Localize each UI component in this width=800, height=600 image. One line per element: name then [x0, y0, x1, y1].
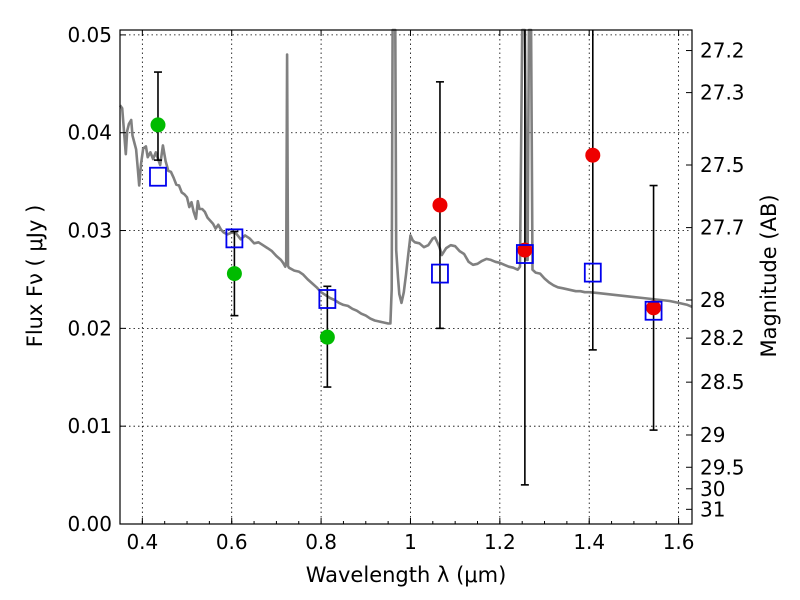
data-point	[517, 242, 533, 258]
data-point	[585, 147, 601, 163]
right-tick-label: 27.3	[700, 81, 745, 105]
sed-model-line	[118, 28, 693, 325]
data-point	[432, 197, 448, 213]
right-tick-label: 28	[700, 288, 725, 312]
y-tick-label: 0.00	[67, 512, 112, 536]
right-tick-label: 29.5	[700, 455, 745, 479]
data-point	[226, 266, 242, 282]
model-photometry-square	[431, 263, 449, 284]
data-point	[150, 117, 166, 133]
model-photometry-square	[149, 166, 167, 187]
x-tick-label: 1	[404, 530, 417, 554]
x-tick-labels: 0.4 0.6 0.8 1 1.2 1.4 1.6	[126, 530, 694, 554]
model-photometry-square	[583, 262, 602, 283]
y-tick-label: 0.04	[67, 121, 112, 145]
y-tick-label: 0.05	[67, 23, 112, 47]
data-markers	[149, 117, 663, 345]
data-point	[319, 329, 335, 345]
y-tick-label: 0.03	[67, 219, 112, 243]
model-photometry-square	[225, 228, 244, 249]
right-tick-label: 27.2	[700, 39, 745, 63]
right-tick-label: 30	[700, 477, 725, 501]
sed-model-line-group	[118, 28, 693, 325]
data-point	[646, 300, 662, 316]
x-tick-label: 0.4	[126, 530, 158, 554]
y-tick-label: 0.02	[67, 316, 112, 340]
y-tick-labels: 0.00 0.01 0.02 0.03 0.04 0.05	[67, 23, 112, 536]
x-axis-label: Wavelength λ (μm)	[306, 563, 507, 587]
axis-ticks	[120, 30, 692, 525]
right-tick-label: 27.7	[700, 216, 745, 240]
x-tick-label: 1.2	[484, 530, 516, 554]
model-photometry-square	[318, 289, 337, 309]
right-tick-label: 28.5	[700, 370, 745, 394]
x-tick-label: 0.6	[216, 530, 248, 554]
right-tick-label: 28.2	[700, 326, 745, 350]
x-tick-label: 0.8	[305, 530, 337, 554]
right-tick-label: 27.5	[700, 153, 745, 177]
x-tick-label: 1.6	[663, 530, 695, 554]
y-axis-label: Flux Fν ( μJy )	[23, 205, 47, 348]
model-photometry-square	[644, 300, 663, 321]
right-tick-label: 31	[700, 497, 725, 521]
x-tick-label: 1.4	[573, 530, 605, 554]
model-photometry-square	[515, 244, 534, 264]
y-tick-label: 0.01	[67, 414, 112, 438]
plot-frame	[119, 29, 693, 525]
right-axis-label: Magnitude (AB)	[757, 194, 781, 357]
right-tick-label: 29	[700, 423, 725, 447]
error-bars	[153, 30, 658, 486]
